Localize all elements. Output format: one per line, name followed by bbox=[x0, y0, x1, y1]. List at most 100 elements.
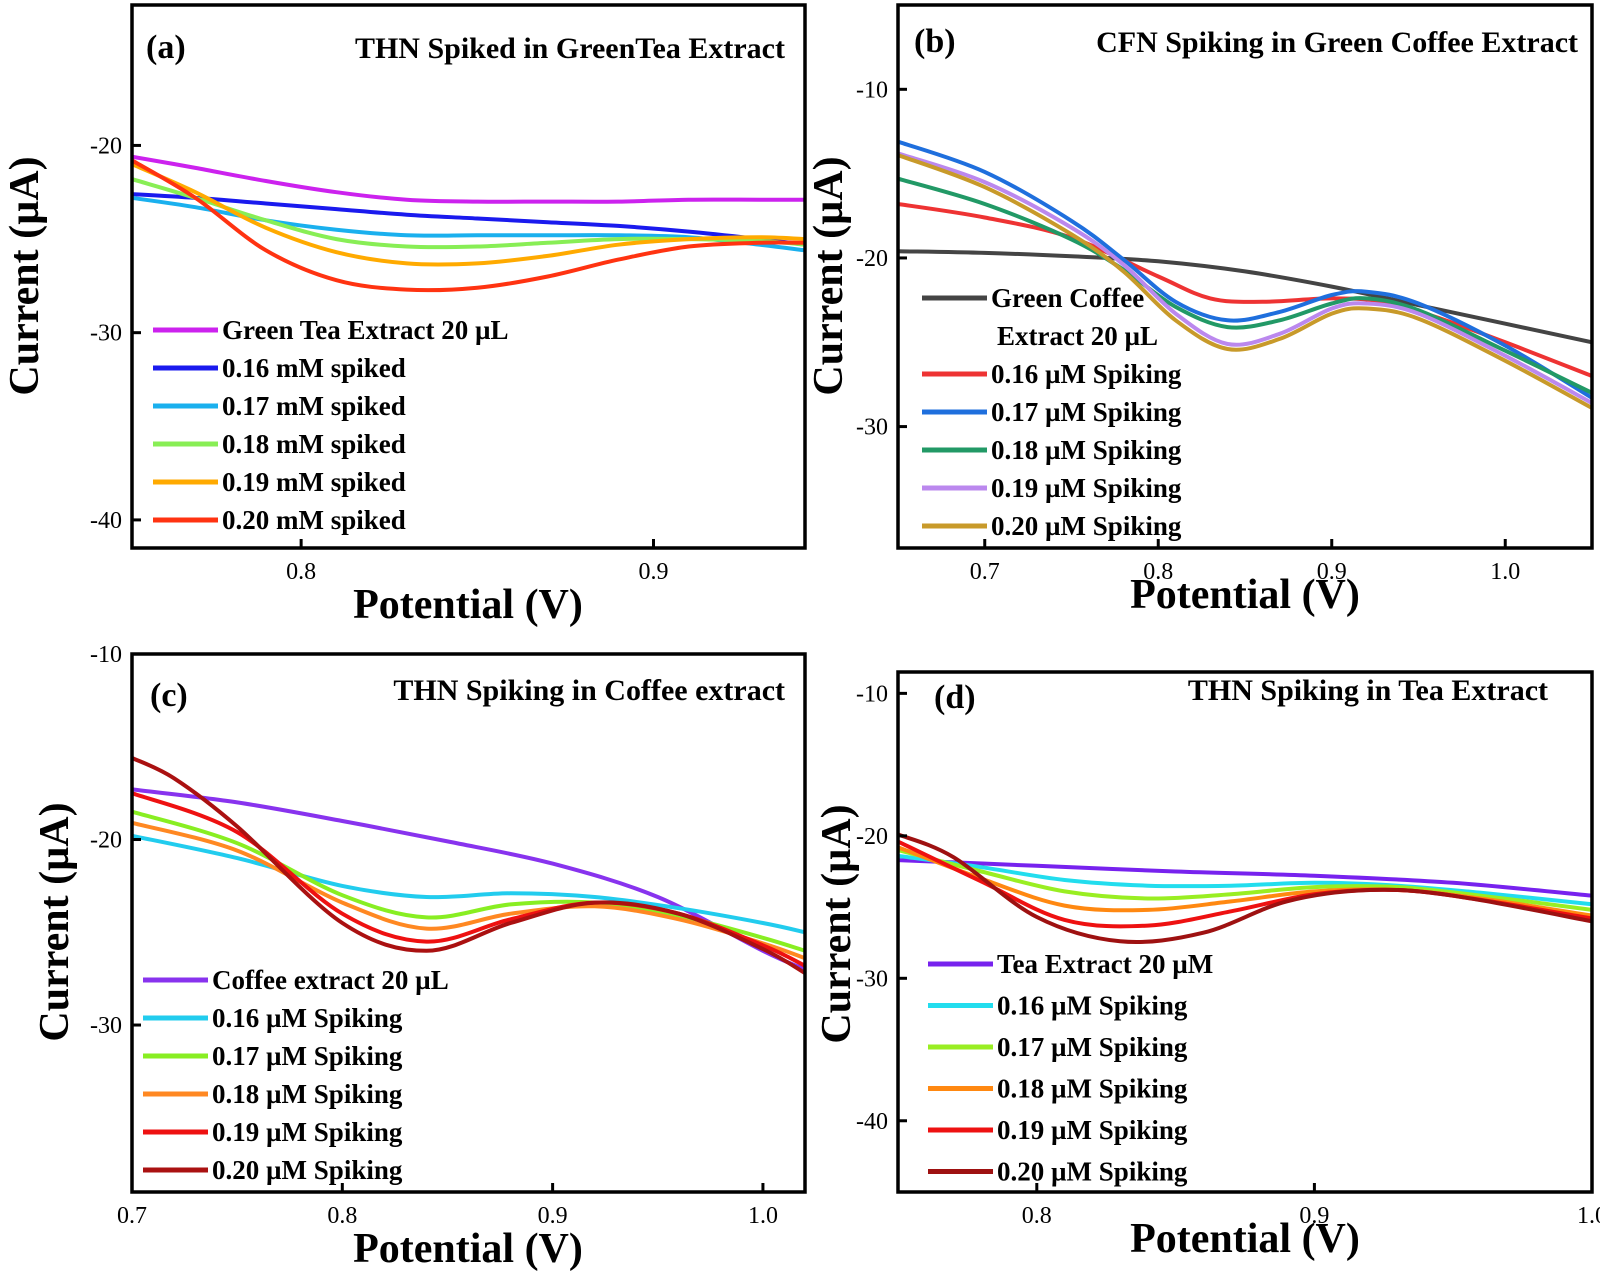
series-line-4 bbox=[898, 845, 1592, 918]
legend-label: 0.17 mM spiked bbox=[222, 391, 406, 421]
x-axis-title: Potential (V) bbox=[1130, 1216, 1360, 1262]
panel-letter: (d) bbox=[934, 679, 976, 716]
panel-title: THN Spiked in GreenTea Extract bbox=[355, 32, 785, 65]
legend: Green Coffee Extract 20 µL 0.16 µM Spiking… bbox=[922, 283, 1182, 541]
legend-label: Tea Extract 20 µM bbox=[997, 949, 1213, 979]
legend-label: Green Tea Extract 20 µL bbox=[222, 315, 509, 345]
plot-frame bbox=[130, 3, 807, 550]
panel-c: 0.7 0.8 0.9 1.0 -10 -20 -30 Potential (V) Curren… bbox=[32, 642, 807, 1272]
y-tick-label: -30 bbox=[856, 966, 888, 992]
legend-label: 0.20 µM Spiking bbox=[212, 1155, 403, 1185]
series-line-2 bbox=[132, 192, 805, 247]
legend-label: Coffee extract 20 µL bbox=[212, 965, 449, 995]
series-group bbox=[898, 139, 1592, 410]
x-axis-title: Potential (V) bbox=[353, 582, 583, 628]
x-tick-label: 0.8 bbox=[286, 559, 316, 585]
legend-label: 0.20 µM Spiking bbox=[997, 1157, 1188, 1187]
y-axis-title: Current (µA) bbox=[814, 804, 860, 1043]
series-line-3 bbox=[132, 195, 805, 253]
y-tick-label: -10 bbox=[856, 77, 888, 103]
series-line-2 bbox=[898, 202, 1592, 378]
series-line-3 bbox=[132, 809, 805, 953]
series-line-1 bbox=[132, 154, 805, 204]
plot-frame bbox=[896, 670, 1594, 1194]
legend-label: 0.20 µM Spiking bbox=[991, 511, 1182, 541]
y-axis-title: Current (µA) bbox=[32, 802, 78, 1041]
legend-label: 0.19 µM Spiking bbox=[997, 1115, 1188, 1145]
series-line-1 bbox=[132, 787, 805, 972]
legend-label: 0.18 µM Spiking bbox=[997, 1074, 1188, 1104]
x-tick-label: 0.9 bbox=[1299, 1203, 1329, 1229]
y-tick-label: -20 bbox=[856, 824, 888, 850]
legend-label: 0.19 mM spiked bbox=[222, 467, 406, 497]
y-axis-title: Current (µA) bbox=[2, 156, 48, 395]
series-group bbox=[132, 755, 805, 976]
panel-d: 0.8 0.9 1.0 -10 -20 -30 -40 Potential (V) Curren… bbox=[814, 670, 1600, 1262]
legend-label: 0.17 µM Spiking bbox=[997, 1032, 1188, 1062]
panel-title: THN Spiking in Tea Extract bbox=[1188, 674, 1548, 707]
legend-label: Green Coffee Extract 20 µL bbox=[991, 283, 1158, 351]
series-line-2 bbox=[898, 853, 1592, 907]
panel-letter: (b) bbox=[914, 23, 956, 60]
legend-label: 0.16 µM Spiking bbox=[991, 359, 1182, 389]
x-tick-label: 0.7 bbox=[970, 559, 1000, 585]
y-tick-label: -10 bbox=[90, 642, 122, 668]
series-line-4 bbox=[898, 176, 1592, 395]
y-tick-label: -30 bbox=[90, 1013, 122, 1039]
legend-label: 0.18 µM Spiking bbox=[991, 435, 1182, 465]
x-tick-label: 0.8 bbox=[1022, 1203, 1052, 1229]
x-tick-label: 1.0 bbox=[1577, 1203, 1600, 1229]
series-group bbox=[132, 154, 805, 293]
legend-label: 0.18 µM Spiking bbox=[212, 1079, 403, 1109]
panel-title: THN Spiking in Coffee extract bbox=[393, 674, 785, 707]
plot-frame bbox=[130, 652, 807, 1194]
series-line-6 bbox=[898, 153, 1592, 410]
y-tick-label: -20 bbox=[90, 133, 122, 159]
x-axis-title: Potential (V) bbox=[1130, 572, 1360, 618]
x-tick-label: 0.9 bbox=[1317, 559, 1347, 585]
x-axis-title: Potential (V) bbox=[353, 1226, 583, 1272]
panel-title: CFN Spiking in Green Coffee Extract bbox=[1096, 26, 1578, 59]
plot-frame bbox=[896, 3, 1594, 550]
series-line-5 bbox=[898, 151, 1592, 405]
legend-label: 0.19 µM Spiking bbox=[991, 473, 1182, 503]
series-line-3 bbox=[898, 139, 1592, 400]
y-tick-label: -40 bbox=[856, 1109, 888, 1135]
y-tick-label: -20 bbox=[856, 246, 888, 272]
x-tick-label: 0.9 bbox=[638, 559, 668, 585]
legend-label-line: Extract 20 µL bbox=[997, 321, 1158, 351]
x-tick-label: 0.8 bbox=[1143, 559, 1173, 585]
panel-letter: (c) bbox=[150, 677, 188, 714]
panel-a: 0.8 0.9 -20 -30 -40 Potential (V) Current (µA)… bbox=[2, 3, 807, 628]
legend: Coffee extract 20 µL 0.16 µM Spiking 0.17 … bbox=[143, 965, 449, 1185]
y-tick-label: -20 bbox=[90, 828, 122, 854]
x-tick-label: 1.0 bbox=[1490, 559, 1520, 585]
legend-label: 0.17 µM Spiking bbox=[991, 397, 1182, 427]
x-tick-label: 0.8 bbox=[327, 1203, 357, 1229]
legend-label: 0.19 µM Spiking bbox=[212, 1117, 403, 1147]
series-line-6 bbox=[132, 755, 805, 976]
legend-label: 0.16 mM spiked bbox=[222, 353, 406, 383]
series-line-5 bbox=[132, 162, 805, 267]
y-axis-title: Current (µA) bbox=[806, 156, 852, 395]
legend-label: 0.16 µM Spiking bbox=[212, 1003, 403, 1033]
legend-label: 0.17 µM Spiking bbox=[212, 1041, 403, 1071]
series-line-1 bbox=[898, 858, 1592, 898]
series-line-1 bbox=[898, 249, 1592, 345]
legend-label: 0.18 mM spiked bbox=[222, 429, 406, 459]
series-line-3 bbox=[898, 848, 1592, 912]
x-tick-label: 0.9 bbox=[538, 1203, 568, 1229]
legend-label: 0.16 µM Spiking bbox=[997, 991, 1188, 1021]
series-line-2 bbox=[132, 833, 805, 935]
panel-b: 0.7 0.8 0.9 1.0 -10 -20 -30 Potential (V) Curren… bbox=[806, 3, 1594, 618]
legend-label: 0.20 mM spiked bbox=[222, 505, 406, 535]
series-line-6 bbox=[898, 832, 1592, 945]
y-tick-label: -30 bbox=[90, 321, 122, 347]
panel-letter: (a) bbox=[146, 29, 186, 66]
series-group bbox=[898, 832, 1592, 945]
legend-label-line: Green Coffee bbox=[991, 283, 1144, 313]
y-tick-label: -10 bbox=[856, 681, 888, 707]
legend: Tea Extract 20 µM 0.16 µM Spiking 0.17 µM … bbox=[928, 949, 1213, 1187]
x-tick-label: 1.0 bbox=[748, 1203, 778, 1229]
